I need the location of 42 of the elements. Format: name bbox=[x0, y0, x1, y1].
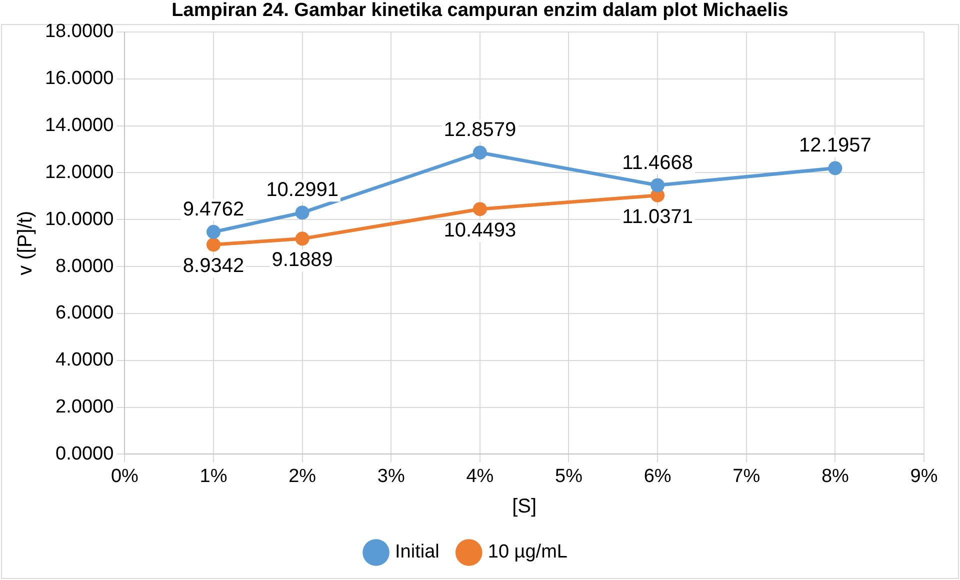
x-tick-label: 9% bbox=[910, 466, 938, 487]
point bbox=[650, 178, 665, 192]
x-tick-label: 5% bbox=[555, 466, 583, 487]
point bbox=[472, 146, 487, 160]
y-tick-label: 4.0000 bbox=[56, 350, 114, 371]
point bbox=[206, 238, 220, 252]
x-tick-label: 1% bbox=[200, 466, 228, 487]
legend-label: Initial bbox=[395, 542, 440, 563]
y-tick-label: 18.0000 bbox=[44, 21, 114, 42]
y-tick-label: 0.0000 bbox=[56, 443, 114, 464]
data-label: 9.4762 bbox=[182, 198, 244, 220]
data-label: 8.9342 bbox=[182, 255, 244, 278]
x-axis-title: [S] bbox=[512, 496, 537, 518]
data-label: 11.0371 bbox=[622, 206, 693, 228]
data-label: 12.1957 bbox=[799, 134, 872, 157]
x-tick-label: 6% bbox=[644, 466, 672, 487]
y-tick-label: 10.0000 bbox=[44, 208, 114, 230]
data-label: 9.1889 bbox=[272, 249, 333, 272]
point bbox=[295, 232, 310, 246]
x-tick-label: 8% bbox=[821, 466, 850, 487]
chart-title: Lampiran 24. Gambar kinetika campuran enzim dalam plot Michaelis bbox=[170, 0, 790, 22]
data-label: 10.4493 bbox=[444, 220, 516, 242]
y-tick-label: 2.0000 bbox=[56, 396, 114, 418]
data-label: 11.4668 bbox=[622, 152, 693, 174]
x-tick-label: 7% bbox=[732, 466, 760, 487]
point bbox=[472, 202, 487, 216]
x-tick-label: 3% bbox=[377, 466, 405, 487]
y-axis-title: v ([P]/t) bbox=[14, 210, 37, 276]
y-tick-label: 12.0000 bbox=[44, 162, 114, 183]
y-tick-label: 14.0000 bbox=[44, 115, 114, 136]
data-label: 12.8579 bbox=[444, 119, 516, 142]
legend-label: 10 µg/mL bbox=[488, 542, 568, 563]
x-tick-label: 0% bbox=[110, 466, 139, 487]
y-tick-label: 16.0000 bbox=[44, 68, 114, 90]
y-tick-label: 8.0000 bbox=[56, 256, 114, 277]
x-tick-label: 2% bbox=[288, 466, 316, 487]
point bbox=[828, 161, 842, 176]
data-label: 10.2991 bbox=[266, 179, 338, 202]
point bbox=[206, 224, 220, 239]
point bbox=[295, 206, 310, 220]
x-tick-label: 4% bbox=[466, 466, 494, 487]
y-tick-label: 6.0000 bbox=[56, 302, 114, 324]
